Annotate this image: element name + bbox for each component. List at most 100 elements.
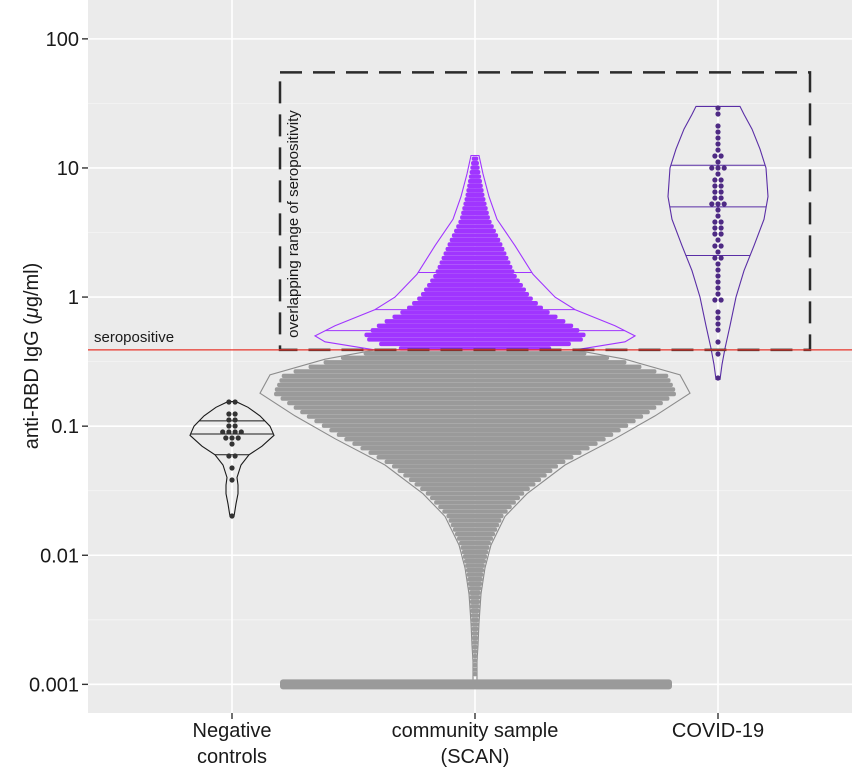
community-positive-dot-row <box>370 328 580 333</box>
data-point <box>715 375 721 381</box>
y-axis-title: anti-RBD IgG (μg/ml) <box>21 263 43 450</box>
community-dot-row <box>471 631 479 636</box>
data-point <box>715 309 721 315</box>
x-axis: Negative controls community sample (SCAN) CO… <box>193 713 764 768</box>
data-point <box>715 279 721 285</box>
community-positive-dot-row <box>367 337 583 342</box>
seropositive-label: seropositive <box>94 329 174 346</box>
data-point <box>718 225 724 231</box>
community-positive-dot-row <box>437 264 513 270</box>
community-dot-row <box>473 667 477 672</box>
data-point <box>718 183 724 189</box>
community-positive-dot-row <box>462 206 488 211</box>
data-point <box>721 165 727 171</box>
data-point <box>715 165 721 171</box>
data-point <box>712 297 718 303</box>
data-point <box>226 453 232 459</box>
community-dot-row <box>473 658 477 663</box>
community-dot-row <box>280 396 670 401</box>
community-dot-row <box>329 427 621 433</box>
data-point <box>709 165 715 171</box>
community-dot-row <box>368 450 582 455</box>
community-positive-dot-row <box>384 319 566 324</box>
community-dot-row <box>461 549 489 555</box>
community-dot-row <box>459 540 491 546</box>
community-dot-row <box>274 391 676 397</box>
data-point <box>715 147 721 153</box>
community-dot-row <box>454 531 496 537</box>
data-point <box>712 243 718 249</box>
data-point <box>238 429 244 435</box>
data-point <box>226 423 232 429</box>
community-positive-dot-row <box>435 269 515 274</box>
community-positive-dot-row <box>407 305 543 310</box>
community-positive-dot-row <box>451 233 499 238</box>
community-dot-row <box>277 382 673 388</box>
community-dot-row <box>465 563 485 568</box>
community-dot-row <box>472 649 478 654</box>
data-point <box>229 435 235 441</box>
data-point <box>226 399 232 405</box>
community-dot-row <box>429 495 521 501</box>
community-dot-row <box>472 640 478 645</box>
community-dot-row <box>460 545 490 550</box>
data-point <box>718 243 724 249</box>
community-dot-row <box>293 405 657 410</box>
community-positive-dot-row <box>456 224 494 229</box>
data-point <box>232 417 238 423</box>
community-dot-row <box>472 644 478 650</box>
community-dot-row <box>470 608 480 614</box>
data-point <box>715 141 721 147</box>
community-dot-row <box>287 400 663 406</box>
community-dot-row <box>376 455 574 460</box>
data-point <box>715 285 721 291</box>
community-dot-row <box>462 554 488 559</box>
data-point <box>721 201 727 207</box>
community-positive-dot-row <box>466 188 484 193</box>
data-point <box>715 171 721 177</box>
community-dot-row <box>473 671 477 677</box>
community-dot-row <box>438 504 512 510</box>
community-dot-row <box>468 586 482 591</box>
community-dot-row <box>471 622 479 627</box>
data-point <box>715 291 721 297</box>
y-tick-label: 10 <box>57 158 79 180</box>
data-point <box>712 195 718 201</box>
dots-layer <box>220 105 727 690</box>
data-point <box>715 201 721 207</box>
data-point <box>715 273 721 279</box>
data-point <box>232 399 238 405</box>
community-positive-dot-row <box>441 255 509 261</box>
data-point <box>229 477 235 483</box>
data-point <box>235 435 241 441</box>
community-positive-dot-row <box>461 210 489 216</box>
data-point <box>715 339 721 345</box>
community-positive-dot-row <box>417 296 533 301</box>
community-positive-dot-row <box>427 282 523 288</box>
data-point <box>718 255 724 261</box>
data-point <box>715 135 721 141</box>
data-point <box>232 429 238 435</box>
community-positive-dot-row <box>423 287 527 292</box>
y-axis-title-prefix: anti-RBD IgG ( <box>21 318 43 449</box>
community-dot-row <box>352 441 598 446</box>
data-point <box>715 249 721 255</box>
overlay-layer: seropositive overlapping range of seropo… <box>88 71 852 352</box>
data-point <box>232 423 238 429</box>
data-point <box>715 213 721 219</box>
community-positive-dot-row <box>465 192 485 198</box>
community-dot-row <box>469 599 481 605</box>
community-dot-row <box>470 613 480 618</box>
data-point <box>715 327 721 333</box>
community-dot-row <box>450 522 500 528</box>
data-point <box>715 321 721 327</box>
community-positive-dot-row <box>467 183 483 188</box>
community-dot-row <box>274 387 676 392</box>
data-point <box>715 315 721 321</box>
community-positive-dot-row <box>449 237 501 243</box>
data-point <box>712 255 718 261</box>
community-dot-row <box>363 351 587 356</box>
community-dot-row <box>306 414 644 419</box>
y-tick-label: 1 <box>68 287 79 309</box>
